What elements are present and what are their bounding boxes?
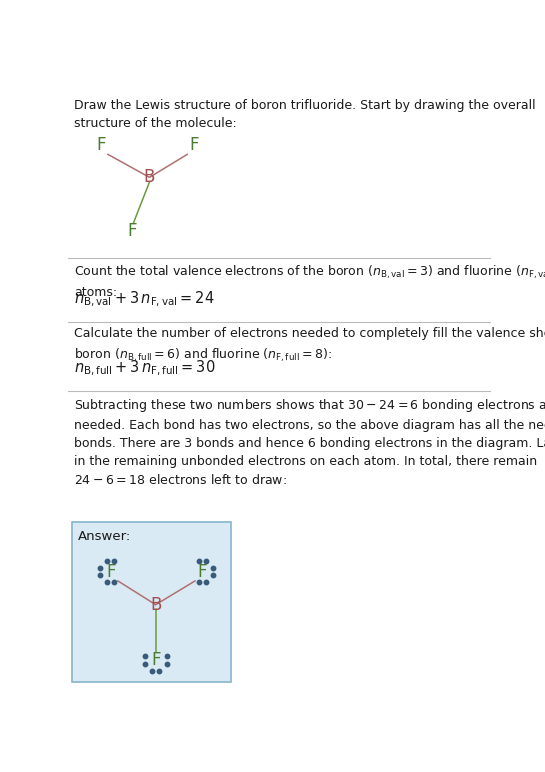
Text: B: B <box>144 168 155 186</box>
Text: $n_\mathrm{B,full} + 3\,n_\mathrm{F,full} = 30$: $n_\mathrm{B,full} + 3\,n_\mathrm{F,full… <box>74 358 216 378</box>
FancyBboxPatch shape <box>72 523 231 682</box>
Text: F: F <box>96 136 105 154</box>
Text: F: F <box>106 563 116 581</box>
Text: $n_\mathrm{B,val} + 3\,n_\mathrm{F,val} = 24$: $n_\mathrm{B,val} + 3\,n_\mathrm{F,val} … <box>74 290 215 309</box>
Text: Answer:: Answer: <box>78 530 131 543</box>
Text: F: F <box>127 222 136 240</box>
Text: F: F <box>151 651 160 669</box>
Text: F: F <box>190 136 199 154</box>
Text: Count the total valence electrons of the boron ($n_\mathrm{B,val} = 3$) and fluo: Count the total valence electrons of the… <box>74 263 545 299</box>
Text: F: F <box>197 563 207 581</box>
Text: B: B <box>150 596 161 614</box>
Text: Calculate the number of electrons needed to completely fill the valence shells f: Calculate the number of electrons needed… <box>74 327 545 364</box>
Text: Subtracting these two numbers shows that $30 - 24 = 6$ bonding electrons are
nee: Subtracting these two numbers shows that… <box>74 397 545 487</box>
Text: Draw the Lewis structure of boron trifluoride. Start by drawing the overall
stru: Draw the Lewis structure of boron triflu… <box>74 99 536 130</box>
